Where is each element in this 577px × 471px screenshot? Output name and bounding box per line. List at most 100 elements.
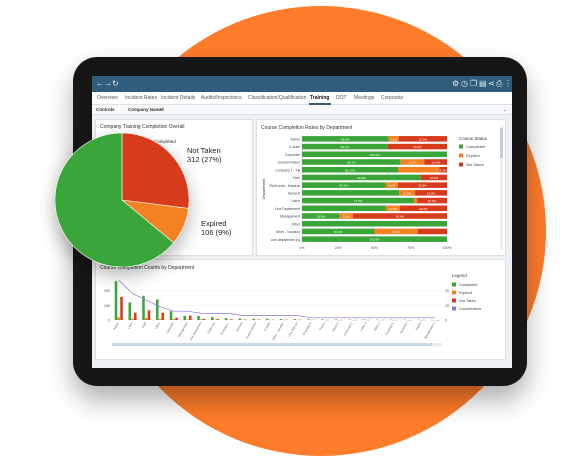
tab-incident-rates[interactable]: Incident Rates [125,95,157,101]
rates-data-label: 33.3% [419,137,428,141]
rates-bar-expired [397,166,440,173]
rates-bar-expired [385,205,400,212]
rates-y-axis-label: Department [261,178,266,200]
print-icon[interactable]: ⎙ [496,79,503,88]
rates-bar-not-taken [399,205,447,212]
rates-scrollbar-thumb [500,128,503,158]
counts-category-label: Field [141,321,148,329]
rates-category-label: Other - Vacation [276,230,301,234]
counts-legend-swatch [452,282,456,287]
export-icon[interactable]: ▤ [479,79,487,88]
rates-category-label: Other [292,222,301,226]
counts-category-label: Management [177,321,189,337]
pie-label-not-taken: Not Taken 312 (27%) [187,146,222,164]
rates-bar-completed [302,205,386,212]
rates-legend-entry: Expired [466,153,480,158]
settings-icon[interactable]: ⚙ [452,79,460,88]
rates-bar-completed [302,182,386,188]
counts-bar-completed [183,315,187,320]
counts-bar-completed [279,319,283,320]
tab-bar: Overview Incident Rates Incident Details… [92,92,512,105]
rates-data-label: 26.0% [317,215,326,219]
rates-legend-entry: Not Taken [466,162,484,167]
company-filter-label: Company Name: [128,107,164,112]
rates-bar-not-taken [352,213,447,219]
counts-bar-completed [252,318,255,320]
rates-bar-completed [302,136,389,142]
counts-bar-not-taken [147,310,151,320]
counts-bar-completed [321,319,324,320]
rates-data-label: 33.8% [418,184,427,188]
copy-icon[interactable]: ❐ [470,79,478,88]
more-icon[interactable]: ⋮ [504,79,512,88]
pie-panel-title: Company Training Completion Overall [100,124,185,130]
rates-data-label: 11.8% [389,207,398,211]
rates-bar-completed [302,159,401,165]
counts-category-label: C-Suite [263,321,271,331]
counts-legend-swatch [452,306,456,311]
tab-overview[interactable]: Overview [97,95,118,101]
collapse-controls-icon[interactable]: ⌄ [503,107,507,112]
counts-bar-expired [145,317,148,320]
counts-legend-swatch [452,290,456,295]
forward-icon[interactable]: → [104,79,112,88]
rates-bar-completed [302,143,388,150]
tab-corporate[interactable]: Corporate [381,95,404,101]
counts-bar-not-taken [134,312,137,320]
rates-title: Course Completion Rates by Department [261,125,353,131]
counts-category-label: Corporate 2 [343,321,354,336]
rates-data-label: 40.9% [413,145,422,149]
counts-bar-completed [114,281,118,320]
rates-bar-expired [374,228,418,235]
counts-bar-not-taken [120,296,123,320]
rates-bar-completed [302,190,400,196]
counts-category-label: Labor 2 [359,321,367,332]
pie-slice-completed [54,132,175,268]
rates-bar-not-taken [415,190,447,196]
completion-rates-chart: Course Completion Rates by Department 0% 2… [261,125,503,250]
rates-data-label: 59.1% [341,145,350,149]
tab-meetings[interactable]: Meetings [354,95,375,101]
rates-category-label: Management [280,215,300,219]
tab-incident-details[interactable]: Incident Details [161,95,196,101]
controls-bar: Controls Company Name: All ⌄ [92,105,512,115]
rates-category-label: Field crew - Marshal [269,184,300,188]
counts-y2-tick: 20 [445,289,449,293]
company-filter-value[interactable]: All [159,107,165,112]
rates-bar-completed [302,220,447,227]
rates-bar-not-taken [417,197,447,204]
controls-label: Controls [96,107,115,112]
counts-bar-expired [131,318,134,320]
counts-y-tick: 0 [108,319,110,323]
back-icon[interactable]: ← [96,79,104,88]
rates-data-label: 50.0% [334,230,343,234]
rates-bar-completed [302,166,398,173]
counts-bar-expired [172,319,176,320]
rates-data-label: 64.9% [396,215,405,219]
completion-counts-chart: Course Completion Counts by Department 20… [100,265,481,346]
share-icon[interactable]: ⋖ [488,79,495,88]
rates-bar-not-taken [439,166,447,173]
pie-label-expired: Expired 106 (9%) [201,219,232,237]
counts-category-label: Other 2 [373,321,381,331]
tab-audits-inspections[interactable]: Audits/Inspections [201,95,242,101]
counts-bar-completed [169,311,173,320]
counts-legend-title: Legend [452,273,467,278]
tab-dot[interactable]: DOT [336,95,347,101]
counts-bar-not-taken [161,312,165,320]
counts-category-label: Line Dept (s) [287,321,299,337]
counts-bar-not-taken [175,317,178,320]
clock-icon[interactable]: ◷ [461,79,468,88]
active-tab-indicator [309,103,331,105]
pie-slice-not-taken [121,132,190,209]
rates-x-tick: 100% [442,246,452,250]
rates-data-label: 59.6% [341,137,350,141]
counts-category-label: Corporate [165,321,175,334]
refresh-icon[interactable]: ↻ [112,79,119,88]
tab-training[interactable]: Training [310,95,330,101]
counts-category-label: Field crew [206,321,216,335]
rates-legend-swatch [459,162,463,167]
rates-data-label: 30.0% [392,230,401,234]
tab-classification-qualification[interactable]: Classification/Qualification [248,95,307,101]
rates-bar-completed [302,197,415,204]
